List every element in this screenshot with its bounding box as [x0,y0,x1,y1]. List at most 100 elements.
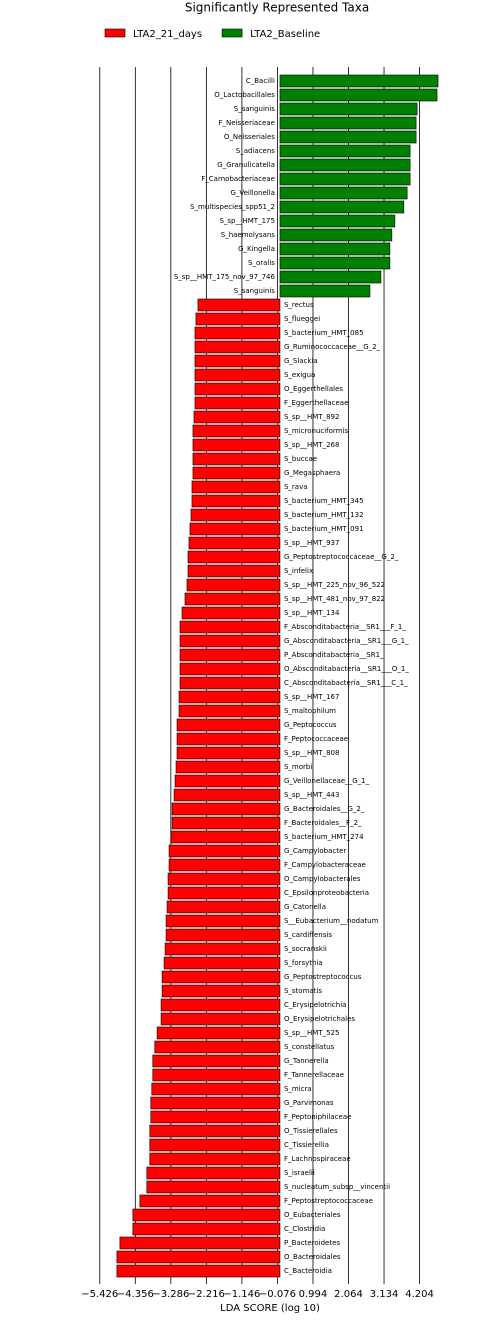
category-label: S_flueggei [284,315,320,323]
category-label: S_exigua [284,371,315,379]
category-label: S_buccae [284,455,317,463]
category-label: S_forsythia [284,959,323,967]
bar [149,1138,281,1152]
category-label: S_sp__HMT_175_nov_97_746 [174,273,276,281]
category-label: S_nucleatum_subsp__vincentii [284,1183,390,1191]
category-label: S_sp__HMT_525 [284,1029,339,1037]
category-label: F_Carnobacteriaceae [201,175,275,183]
category-label: F_Neisseriaceae [218,119,274,127]
bar [154,1040,281,1054]
category-label: S_sp__HMT_175 [219,217,274,225]
x-tick-label: −1.146 [223,1289,260,1300]
category-label: G_Peptococcus [284,721,337,729]
bar [192,452,281,466]
category-label: S_infelix [284,567,313,575]
bar [178,690,281,704]
category-label: S_sp__HMT_134 [284,609,340,617]
category-label: G_Slackia [284,357,318,365]
category-label: S_morbi [284,763,312,771]
bar [139,1194,281,1208]
category-label: G_Parvimonas [284,1099,334,1107]
bar [165,928,281,942]
category-label: C_Clostridia [284,1225,325,1233]
category-label: S_sanguinis [234,287,276,295]
category-label: G_Veillonella [230,189,275,197]
category-label: S_sp__HMT_808 [284,749,339,757]
bar [192,466,281,480]
bar [194,326,281,340]
category-label: G_Absconditabacteria__SR1___G_1_ [284,637,409,645]
legend-label: LTA2_Baseline [250,29,320,40]
bar [184,592,281,606]
bar [179,620,281,634]
category-label: S_bacterium_HMT_085 [284,329,364,337]
category-label: F_Lachnospiraceae [284,1155,351,1163]
bar [163,956,281,970]
category-label: S_sp__HMT_937 [284,539,339,547]
bar [194,396,281,410]
category-label: G_Peptostreptococcus [284,973,362,981]
bar [179,634,281,648]
category-label: O_Lactobacillales [214,91,275,99]
category-label: S_bacterium_HMT_132 [284,511,364,519]
x-tick-label: −0.076 [259,1289,296,1300]
bar [279,214,396,228]
category-label: P_Absconditabacteria__SR1_ [284,651,384,659]
bar [279,242,391,256]
category-label: S_sp__HMT_167 [284,693,339,701]
bar [166,900,281,914]
bar [174,774,281,788]
category-label: O_Neisseriales [224,133,275,141]
bar [165,914,281,928]
category-label: S_rava [284,483,308,491]
bar [191,494,281,508]
bar [179,662,281,676]
category-label: G_Peptostreptococcaceae__G_2_ [284,553,399,561]
bar [116,1264,281,1278]
bar [132,1208,281,1222]
bar [179,648,281,662]
bar [279,130,417,144]
bar [149,1124,281,1138]
bar [167,872,281,886]
category-label: F_Absconditabacteria__SR1___F_1_ [284,623,406,631]
category-label: C_Bacteroidia [284,1267,332,1275]
category-label: S_bacterium_HMT_345 [284,497,364,505]
bar [151,1082,281,1096]
bar [279,88,438,102]
bar [186,578,281,592]
category-label: O_Campylobacterales [284,875,361,883]
bar [161,970,281,984]
category-label: S_bacterium_HMT_091 [284,525,364,533]
bar [170,830,281,844]
category-label: S_sp__HMT_443 [284,791,339,799]
category-label: C_Erysipelotrichia [284,1001,347,1009]
bar [192,424,281,438]
category-label: S_adiacens [236,147,276,155]
category-label: O_Absconditabacteria__SR1___O_1_ [284,665,409,673]
bar [279,144,411,158]
category-label: S_israelii [284,1169,315,1177]
legend-swatch [221,28,243,38]
bar [279,186,408,200]
bar [279,228,393,242]
x-tick-label: 2.064 [334,1289,363,1300]
category-label: S__Eubacterium__nodatum [284,917,379,925]
x-tick-label: −4.356 [117,1289,154,1300]
bar [132,1222,281,1236]
bar [279,284,371,298]
category-label: S_sp__HMT_481_nov_97_822 [284,595,385,603]
category-label: S_micronuciformis [284,427,348,435]
category-label: G_Bacteroidales__G_2_ [284,805,365,813]
bar [194,368,281,382]
bar [146,1180,281,1194]
bar [146,1166,281,1180]
bar [176,746,281,760]
category-label: C_Bacilli [246,77,275,85]
bar [197,298,281,312]
x-tick-label: 0.994 [299,1289,328,1300]
bar [152,1068,281,1082]
category-label: S_maltophilum [284,707,336,715]
legend-label: LTA2_21_days [133,29,202,40]
